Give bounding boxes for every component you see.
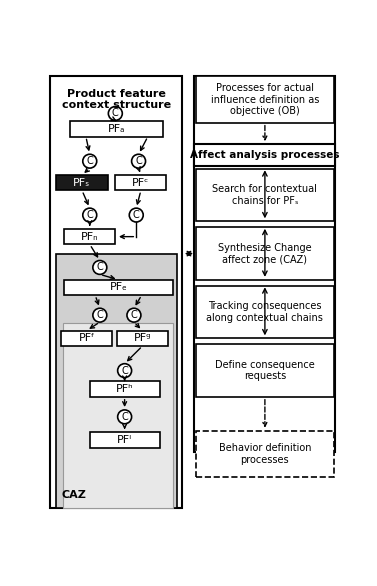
Text: PFʰ: PFʰ xyxy=(116,384,133,394)
Text: Synthesize Change
affect zone (CAZ): Synthesize Change affect zone (CAZ) xyxy=(218,243,312,264)
Circle shape xyxy=(118,364,132,377)
Text: PFₛ: PFₛ xyxy=(74,178,90,188)
Text: PFᶜ: PFᶜ xyxy=(132,178,150,188)
Circle shape xyxy=(118,410,132,424)
Text: PFᵍ: PFᵍ xyxy=(133,333,151,343)
Text: PFₙ: PFₙ xyxy=(81,231,98,241)
Text: C: C xyxy=(121,366,128,376)
Circle shape xyxy=(132,154,146,168)
Bar xyxy=(115,175,167,190)
Bar xyxy=(57,254,176,507)
Text: Tracking consequences
along contextual chains: Tracking consequences along contextual c… xyxy=(207,301,323,323)
Text: C: C xyxy=(86,210,93,220)
Bar xyxy=(50,77,182,507)
Text: Processes for actual
influence definition as
objective (OB): Processes for actual influence definitio… xyxy=(211,83,319,116)
Bar xyxy=(90,381,159,397)
Bar xyxy=(196,286,334,338)
Bar xyxy=(195,77,336,452)
Text: Affect analysis processes: Affect analysis processes xyxy=(190,150,340,160)
Circle shape xyxy=(108,107,122,120)
Bar xyxy=(117,331,168,346)
Bar xyxy=(90,432,159,448)
Text: Product feature
context structure: Product feature context structure xyxy=(61,89,171,110)
Circle shape xyxy=(127,308,141,322)
Bar xyxy=(195,144,336,166)
Bar xyxy=(64,229,115,244)
Circle shape xyxy=(93,308,107,322)
Text: C: C xyxy=(130,310,137,320)
Circle shape xyxy=(83,154,97,168)
Text: PFₐ: PFₐ xyxy=(108,124,126,134)
Bar xyxy=(196,77,334,122)
Text: C: C xyxy=(121,412,128,422)
Text: Behavior definition
processes: Behavior definition processes xyxy=(219,443,311,465)
Bar xyxy=(196,345,334,397)
Bar xyxy=(196,227,334,280)
Text: Define consequence
requests: Define consequence requests xyxy=(215,360,315,381)
Bar xyxy=(196,169,334,222)
Circle shape xyxy=(129,208,143,222)
Text: PFᶠ: PFᶠ xyxy=(78,333,95,343)
Text: PFᴵ: PFᴵ xyxy=(117,435,132,445)
Bar xyxy=(61,331,112,346)
Bar xyxy=(64,280,173,295)
Bar xyxy=(57,175,107,190)
Bar xyxy=(63,323,173,507)
Text: C: C xyxy=(112,108,119,118)
Text: C: C xyxy=(135,156,142,166)
Text: C: C xyxy=(97,263,103,272)
Text: C: C xyxy=(86,156,93,166)
Text: Search for contextual
chains for PFₛ: Search for contextual chains for PFₛ xyxy=(213,184,317,206)
Circle shape xyxy=(83,208,97,222)
Text: C: C xyxy=(97,310,103,320)
Text: C: C xyxy=(133,210,139,220)
Bar xyxy=(70,121,163,137)
Bar xyxy=(196,431,334,477)
Text: CAZ: CAZ xyxy=(61,490,86,500)
Text: PFₑ: PFₑ xyxy=(110,282,127,292)
Circle shape xyxy=(93,261,107,274)
